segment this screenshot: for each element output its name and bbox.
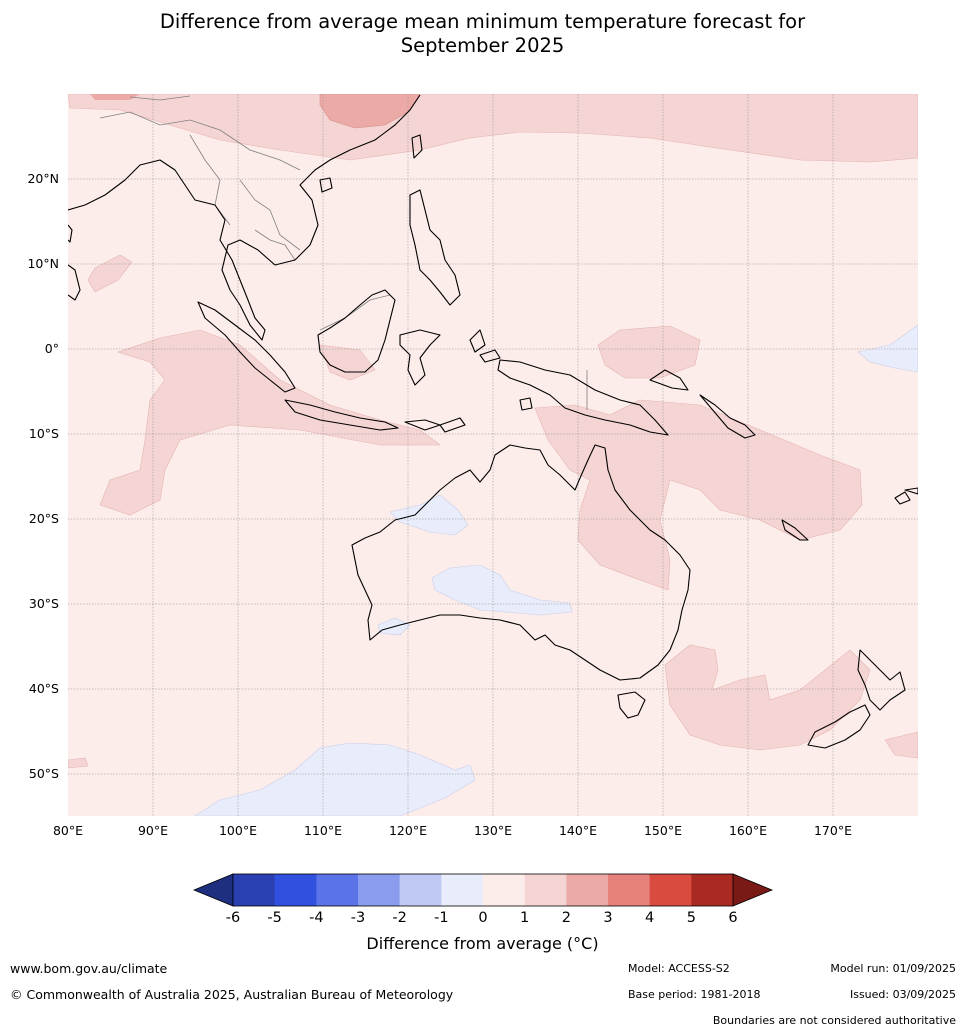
coastline-java (284, 399, 399, 431)
coastline-sri-lanka (68, 224, 73, 243)
coastline-tasmania (617, 691, 646, 719)
colorbar-over-arrow (732, 873, 774, 907)
lat-label-10n: 10°N (27, 256, 59, 271)
lon-label-100e: 100°E (219, 823, 257, 838)
colorbar-cell (483, 874, 525, 906)
lon-label-120e: 120°E (389, 823, 427, 838)
footer-website: www.bom.gov.au/climate (10, 961, 168, 976)
colorbar-tick-label: -1 (434, 910, 448, 926)
lon-label-80e: 80°E (53, 823, 83, 838)
anomaly-region-indian-ocean (99, 329, 441, 516)
lon-label-130e: 130°E (474, 823, 512, 838)
coastline-new-guinea (497, 359, 669, 436)
coastline-borneo (317, 289, 396, 373)
colorbar-tick-label: -2 (392, 910, 406, 926)
colorbar-tick-label: 4 (645, 910, 654, 926)
anomaly-region-2-to-3-china (319, 94, 421, 129)
colorbar-cell (524, 874, 567, 906)
colorbar-tick-label: 0 (478, 910, 487, 926)
lat-label-0: 0° (45, 341, 59, 356)
colorbar-tick-label: 1 (520, 910, 529, 926)
colorbar-cell (274, 874, 317, 906)
coastline-new-zealand-north (857, 649, 906, 711)
colorbar-tick-label: -5 (267, 910, 281, 926)
anomaly-region-south-pacific (884, 731, 918, 759)
anomaly-region-coral-sea (534, 399, 863, 591)
colorbar-cell (608, 874, 650, 906)
coastline-sumatra (197, 301, 296, 393)
footer-issued: Issued: 03/09/2025 (849, 988, 956, 1001)
lon-label-160e: 160°E (729, 823, 767, 838)
colorbar: -6 -5 -4 -3 -2 -1 0 1 2 3 4 5 6 (192, 873, 774, 926)
anomaly-region-nw-australia (389, 494, 469, 536)
colorbar-cell (691, 874, 734, 906)
colorbar-tick-label: -6 (226, 910, 240, 926)
lon-label-150e: 150°E (644, 823, 682, 838)
colorbar-cell (566, 874, 609, 906)
colorbar-cell (441, 874, 484, 906)
coastline-asia-mainland (68, 94, 421, 341)
latitude-labels: 20°N 10°N 0° 10°S 20°S 30°S 40°S 50°S (27, 171, 59, 781)
colorbar-tick-label: 3 (603, 910, 612, 926)
footer-model: Model: ACCESS-S2 (628, 962, 730, 975)
coastline-new-caledonia (781, 519, 809, 541)
lat-label-10s: 10°S (29, 426, 59, 441)
coastline-australia (351, 444, 691, 681)
colorbar-under-arrow (192, 873, 234, 907)
footer-copyright: © Commonwealth of Australia 2025, Austra… (10, 987, 454, 1002)
colorbar-cell (399, 874, 442, 906)
coastline-india (68, 264, 81, 301)
colorbar-tick-label: 5 (687, 910, 696, 926)
anomaly-region-central-australia (431, 564, 573, 616)
colorbar-tick-label: -4 (309, 910, 323, 926)
anomaly-region-2-to-3-india (90, 94, 140, 100)
lat-label-30s: 30°S (29, 596, 59, 611)
anomaly-region-bay-of-bengal (87, 254, 133, 293)
lon-label-90e: 90°E (138, 823, 168, 838)
colorbar-tick-label: 6 (728, 910, 737, 926)
lat-label-20s: 20°S (29, 511, 59, 526)
lon-label-110e: 110°E (304, 823, 342, 838)
coastlines (68, 94, 918, 749)
colorbar-cell (316, 874, 359, 906)
country-boundaries (99, 95, 588, 410)
anomaly-region-west-pacific (597, 325, 701, 379)
anomaly-regions-minus1-to-0 (194, 324, 918, 816)
page-title: Difference from average mean minimum tem… (0, 10, 965, 58)
lon-label-140e: 140°E (559, 823, 597, 838)
colorbar-frame (232, 873, 734, 907)
colorbar-cell (649, 874, 692, 906)
coastline-sulawesi (399, 329, 441, 386)
coastline-philippines (409, 189, 461, 306)
colorbar-tick-label: -3 (351, 910, 365, 926)
lat-label-50s: 50°S (29, 766, 59, 781)
colorbar-cell (358, 874, 400, 906)
coastline-new-zealand-south (807, 704, 871, 749)
colorbar-label: Difference from average (°C) (366, 934, 599, 953)
footer-disclaimer: Boundaries are not considered authoritat… (712, 1014, 956, 1027)
lat-label-20n: 20°N (27, 171, 59, 186)
anomaly-region-east-pacific (857, 324, 918, 373)
gridlines (68, 94, 918, 816)
page-title-line1: Difference from average mean minimum tem… (159, 10, 806, 33)
page-title-line2: September 2025 (400, 34, 565, 57)
longitude-labels: 80°E 90°E 100°E 110°E 120°E 130°E 140°E … (53, 823, 852, 838)
colorbar-tick-label: 2 (562, 910, 571, 926)
footer-model-run: Model run: 01/09/2025 (830, 962, 956, 975)
anomaly-region-southern-ocean (194, 742, 476, 816)
lat-label-40s: 40°S (29, 681, 59, 696)
lon-label-170e: 170°E (814, 823, 852, 838)
footer-base-period: Base period: 1981-2018 (628, 988, 761, 1001)
anomaly-region-south-indian (68, 757, 89, 769)
anomaly-region-tasman-sea (664, 644, 871, 751)
colorbar-cell (233, 874, 275, 906)
